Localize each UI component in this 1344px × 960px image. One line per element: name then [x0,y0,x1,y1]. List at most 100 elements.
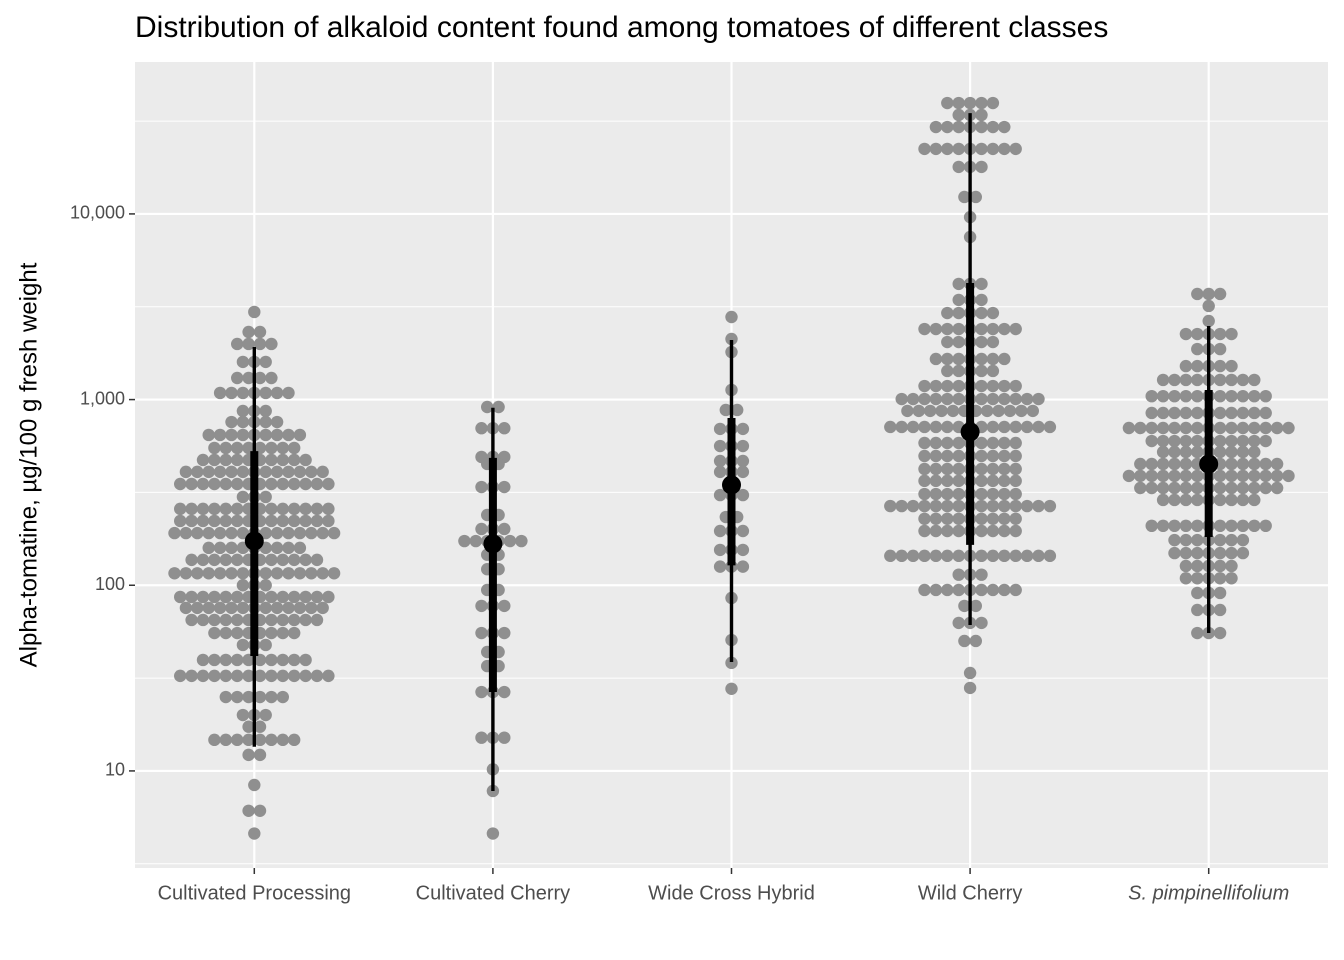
dot [1009,142,1022,156]
dot [208,733,221,747]
dot [242,733,255,747]
dot [208,453,221,467]
dot [1191,626,1204,640]
dot [1270,469,1284,483]
dot [1225,519,1238,533]
dot [1168,546,1181,560]
dot [185,502,198,516]
dot [1156,406,1170,420]
dot [1168,445,1181,459]
dot [941,120,954,134]
dot [1248,421,1261,435]
dot [986,352,1000,366]
dot [242,720,255,733]
dot [265,477,278,491]
dot [270,428,284,442]
dot [1009,474,1022,488]
dot [242,337,255,351]
dot [1225,533,1238,547]
dot [998,487,1011,501]
dot [998,352,1011,366]
dot [498,685,511,699]
dot [1191,327,1204,341]
dot [174,669,187,683]
dot [986,512,1000,525]
dot [969,599,982,613]
dot [1156,373,1170,387]
dot [929,549,943,563]
dot [975,364,988,378]
dot [305,567,318,580]
dot [929,474,943,488]
dot [895,549,908,563]
dot [310,613,324,627]
dot [1248,481,1261,495]
dot [986,322,1000,336]
dot [1179,481,1193,495]
dot [918,512,931,525]
dot [253,325,267,339]
dot [1179,445,1193,459]
dot [270,465,284,479]
dot [1248,469,1261,483]
dot [213,541,227,555]
dot [975,616,988,630]
dot [1259,469,1272,483]
dot [282,386,295,400]
dot [219,453,232,467]
dot [310,669,324,683]
dot [1191,481,1204,495]
dot [219,502,232,516]
dot [1248,445,1261,459]
dot [1259,519,1272,533]
dot [736,488,750,502]
dot [941,583,954,597]
dot [998,499,1011,513]
dot [1145,434,1158,448]
dot [998,379,1011,393]
dot [299,669,312,683]
dot [208,502,221,516]
dot [1225,546,1238,560]
dot [1145,406,1158,420]
dot [185,590,198,604]
dot [992,404,1005,418]
dot [918,462,931,476]
dot [952,142,965,156]
dot [1225,389,1238,403]
dot [253,733,267,747]
dot [1020,499,1034,513]
dot [288,502,301,516]
dot [918,449,931,463]
dot [1168,457,1181,471]
dot [265,653,278,667]
dot [1168,389,1181,403]
dot [515,534,528,548]
dot [310,553,324,567]
dot [1259,481,1272,495]
dot [731,403,744,417]
dot [918,436,931,450]
dot [1122,469,1136,483]
dot [270,567,284,580]
dot [998,449,1011,463]
dot [231,453,244,467]
dot [236,526,250,540]
median [1199,454,1219,474]
dot [736,422,750,436]
dot [975,549,988,563]
dot [242,804,255,817]
dot [253,441,267,455]
dot [986,392,1000,406]
dot [1145,389,1158,403]
dot [225,415,238,429]
dot [1225,572,1238,585]
dot [310,514,324,528]
median [244,531,264,551]
dot [202,567,215,580]
dot [1179,546,1193,560]
dot [236,579,250,592]
dot [986,436,1000,450]
dot [475,480,488,494]
dot [975,392,988,406]
